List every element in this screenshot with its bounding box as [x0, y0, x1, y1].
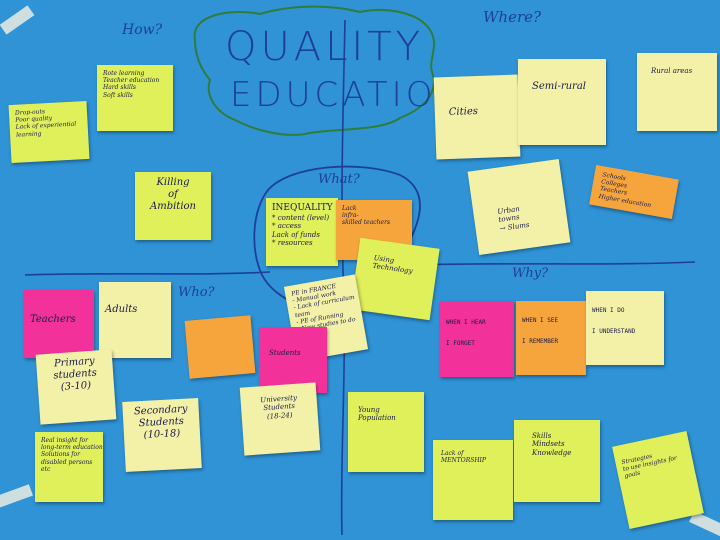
note-line: I REMEMBER — [522, 338, 559, 346]
label-why: Why? — [512, 266, 549, 281]
note-when-i-do: WHEN I DO I UNDERSTAND — [586, 291, 664, 365]
note-line: I FORGET — [446, 340, 475, 348]
note-lack-of-mentorship: Lack of MENTORSHIP — [433, 440, 513, 520]
note-line: WHEN I SEE — [522, 317, 559, 324]
note-line: long-term education — [41, 444, 103, 452]
note-line: Killing — [156, 177, 190, 188]
note-adults: Adults — [99, 282, 171, 358]
note-when-i-hear: WHEN I HEAR I FORGET — [440, 301, 514, 377]
note-line: WHEN I DO — [592, 307, 625, 314]
note-line: Young — [358, 406, 380, 414]
note-line: Mindsets — [532, 440, 565, 449]
note-primary-students: Primary students (3-10) — [35, 349, 117, 425]
note-line: Adults — [105, 304, 138, 315]
note-line: Skills — [532, 432, 552, 440]
note-line: Hard skills — [103, 84, 136, 92]
label-where: Where? — [483, 8, 542, 26]
note-line: Lack of funds — [272, 230, 320, 239]
note-using-technology: Using Technology — [350, 237, 440, 321]
label-what: What? — [318, 172, 360, 187]
note-orange-blank — [184, 315, 256, 379]
note-line: * resources — [272, 238, 313, 247]
label-who: Who? — [178, 285, 215, 300]
note-line: MENTORSHIP — [441, 457, 486, 465]
title-line-quality: QUALITY — [225, 24, 425, 70]
note-line: Semi-rural — [532, 81, 586, 92]
note-line: WHEN I HEAR — [446, 319, 486, 326]
note-line: Cities — [448, 105, 479, 118]
note-line: Teachers — [30, 314, 76, 325]
note-line: Rote learning — [103, 70, 145, 77]
note-line: Soft skills — [103, 91, 133, 99]
note-line: of — [168, 189, 178, 200]
note-line: Real insight for — [41, 437, 88, 444]
note-young-population: Young Population — [348, 392, 424, 472]
note-line: Ambition — [150, 201, 196, 212]
note-line: infra- — [342, 212, 359, 220]
note-urban-towns: Urban towns → Slums — [467, 159, 571, 255]
note-line: Population — [358, 414, 396, 423]
note-inequality: INEQUALITY * content (level) * access La… — [266, 198, 338, 266]
note-line: Students — [269, 349, 301, 357]
note-real-insight: Real insight for long-term education Sol… — [35, 432, 103, 502]
label-how: How? — [122, 22, 163, 38]
note-university-students: University Students (18-24) — [239, 382, 321, 456]
note-line: Solutions for — [41, 451, 80, 459]
note-teachers: Teachers — [24, 290, 94, 358]
note-line: I UNDERSTAND — [592, 328, 636, 336]
note-line: Lack of — [441, 450, 464, 457]
note-rote-learning: Rote learning Teacher education Hard ski… — [97, 65, 173, 131]
note-line: Lack — [342, 205, 357, 212]
note-line: disabled persons — [41, 458, 93, 466]
note-line: Teacher education — [103, 77, 160, 85]
note-drop-outs: Drop-outs Poor quality Lack of experient… — [8, 100, 90, 164]
note-cities: Cities — [433, 74, 521, 160]
note-line: * content (level) — [272, 213, 330, 222]
note-secondary-students: Secondary Students (10-18) — [122, 398, 202, 472]
note-killing-of-ambition: Killing of Ambition — [135, 172, 211, 240]
note-line: Knowledge — [532, 448, 572, 457]
note-line: INEQUALITY — [272, 203, 333, 213]
note-line: * access — [272, 222, 302, 231]
note-line: Rural areas — [651, 67, 693, 75]
note-rural-areas: Rural areas — [637, 53, 717, 131]
note-semi-rural: Semi-rural — [518, 59, 606, 145]
note-students: Students — [259, 327, 327, 393]
note-line: skilled teachers — [342, 219, 391, 227]
note-skills-mindsets: Skills Mindsets Knowledge — [514, 420, 600, 502]
title-line-education: EDUCATION — [230, 75, 466, 115]
note-line: etc — [41, 465, 51, 473]
note-when-i-see: WHEN I SEE I REMEMBER — [516, 301, 586, 375]
